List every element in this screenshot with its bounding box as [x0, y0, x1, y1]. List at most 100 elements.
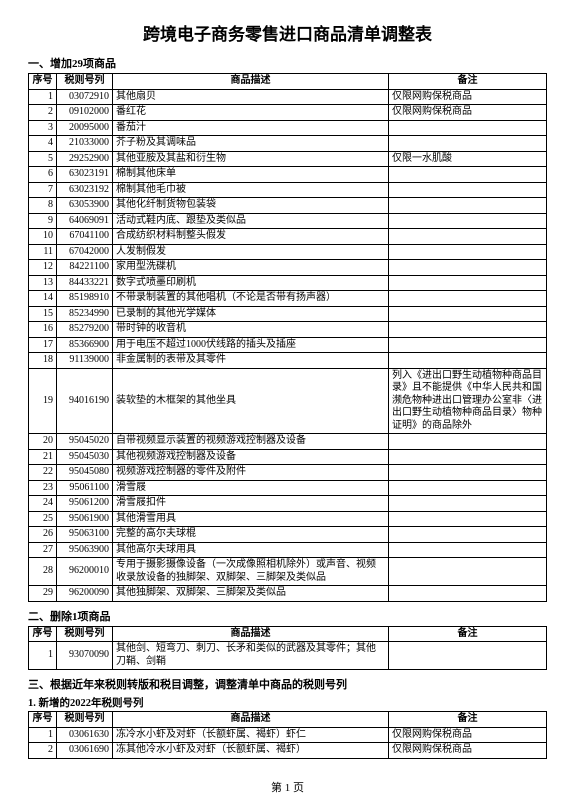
- table-row: 763023192棉制其他毛巾被: [29, 182, 547, 198]
- cell-desc: 带时钟的收音机: [113, 322, 389, 338]
- cell-note: [389, 244, 547, 260]
- table-row: 2095045020自带视频显示装置的视频游戏控制器及设备: [29, 434, 547, 450]
- section3-table: 序号 税则号列 商品描述 备注 103061630冻冷水小虾及对虾（长额虾属、褐…: [28, 711, 547, 759]
- cell-desc: 装软垫的木框架的其他坐具: [113, 368, 389, 434]
- cell-code: 95061900: [57, 511, 113, 527]
- cell-code: 84433221: [57, 275, 113, 291]
- cell-note: [389, 586, 547, 602]
- col-note-header: 备注: [389, 626, 547, 642]
- cell-note: [389, 182, 547, 198]
- cell-seq: 10: [29, 229, 57, 245]
- cell-code: 67041100: [57, 229, 113, 245]
- cell-seq: 25: [29, 511, 57, 527]
- cell-seq: 13: [29, 275, 57, 291]
- cell-code: 03061690: [57, 743, 113, 759]
- cell-desc: 其他化纤制货物包装袋: [113, 198, 389, 214]
- table-row: 2395061100滑雪屐: [29, 480, 547, 496]
- cell-code: 93070090: [57, 642, 113, 670]
- cell-note: [389, 213, 547, 229]
- table-row: 2295045080视频游戏控制器的零件及附件: [29, 465, 547, 481]
- cell-note: [389, 511, 547, 527]
- table-row: 2195045030其他视频游戏控制器及设备: [29, 449, 547, 465]
- cell-desc: 专用于摄影摄像设备（一次成像照相机除外）或声音、视频收录放设备的独脚架、双脚架、…: [113, 558, 389, 586]
- col-note-header: 备注: [389, 712, 547, 728]
- cell-desc: 番红花: [113, 105, 389, 121]
- cell-desc: 人发制假发: [113, 244, 389, 260]
- cell-desc: 冻其他冷水小虾及对虾（长额虾属、褐虾）: [113, 743, 389, 759]
- col-code-header: 税则号列: [57, 74, 113, 90]
- table-row: 1067041100合成纺织材料制整头假发: [29, 229, 547, 245]
- cell-code: 20095000: [57, 120, 113, 136]
- cell-seq: 9: [29, 213, 57, 229]
- table-row: 1585234990已录制的其他光学媒体: [29, 306, 547, 322]
- cell-note: [389, 496, 547, 512]
- cell-desc: 其他滑雪用具: [113, 511, 389, 527]
- cell-note: [389, 465, 547, 481]
- cell-code: 21033000: [57, 136, 113, 152]
- cell-code: 94016190: [57, 368, 113, 434]
- cell-desc: 家用型洗碟机: [113, 260, 389, 276]
- cell-seq: 22: [29, 465, 57, 481]
- cell-desc: 已录制的其他光学媒体: [113, 306, 389, 322]
- cell-desc: 冻冷水小虾及对虾（长额虾属、褐虾）虾仁: [113, 727, 389, 743]
- cell-desc: 自带视频显示装置的视频游戏控制器及设备: [113, 434, 389, 450]
- cell-code: 85366900: [57, 337, 113, 353]
- cell-code: 95045080: [57, 465, 113, 481]
- cell-desc: 其他扇贝: [113, 89, 389, 105]
- cell-seq: 3: [29, 120, 57, 136]
- table-row: 964069091活动式鞋内底、跟垫及类似品: [29, 213, 547, 229]
- col-seq-header: 序号: [29, 712, 57, 728]
- cell-note: [389, 260, 547, 276]
- table-row: 193070090其他剑、短弯刀、刺刀、长矛和类似的武器及其零件；其他刀鞘、剑鞘: [29, 642, 547, 670]
- cell-note: [389, 322, 547, 338]
- cell-seq: 12: [29, 260, 57, 276]
- section1-table: 序号 税则号列 商品描述 备注 103072910其他扇贝仅限网购保税商品209…: [28, 73, 547, 602]
- cell-seq: 29: [29, 586, 57, 602]
- table-row: 103061630冻冷水小虾及对虾（长额虾属、褐虾）虾仁仅限网购保税商品: [29, 727, 547, 743]
- cell-code: 29252900: [57, 151, 113, 167]
- cell-code: 09102000: [57, 105, 113, 121]
- cell-desc: 数字式喷墨印刷机: [113, 275, 389, 291]
- cell-code: 03061630: [57, 727, 113, 743]
- cell-note: [389, 558, 547, 586]
- cell-code: 95063100: [57, 527, 113, 543]
- cell-desc: 非金属制的表带及其零件: [113, 353, 389, 369]
- table-row: 103072910其他扇贝仅限网购保税商品: [29, 89, 547, 105]
- cell-seq: 15: [29, 306, 57, 322]
- cell-desc: 用于电压不超过1000伏线路的插头及插座: [113, 337, 389, 353]
- cell-desc: 活动式鞋内底、跟垫及类似品: [113, 213, 389, 229]
- table-row: 2495061200滑雪屐扣件: [29, 496, 547, 512]
- cell-note: [389, 306, 547, 322]
- cell-note: [389, 291, 547, 307]
- cell-seq: 6: [29, 167, 57, 183]
- cell-seq: 7: [29, 182, 57, 198]
- table-row: 1785366900用于电压不超过1000伏线路的插头及插座: [29, 337, 547, 353]
- cell-seq: 1: [29, 89, 57, 105]
- cell-seq: 23: [29, 480, 57, 496]
- cell-desc: 番茄汁: [113, 120, 389, 136]
- cell-code: 67042000: [57, 244, 113, 260]
- cell-desc: 其他视频游戏控制器及设备: [113, 449, 389, 465]
- cell-code: 84221100: [57, 260, 113, 276]
- cell-seq: 28: [29, 558, 57, 586]
- cell-seq: 20: [29, 434, 57, 450]
- cell-note: [389, 527, 547, 543]
- cell-note: [389, 275, 547, 291]
- cell-seq: 21: [29, 449, 57, 465]
- table-row: 2795063900其他高尔夫球用具: [29, 542, 547, 558]
- cell-code: 95061100: [57, 480, 113, 496]
- cell-note: [389, 229, 547, 245]
- cell-note: 仅限网购保税商品: [389, 743, 547, 759]
- cell-code: 63023192: [57, 182, 113, 198]
- cell-desc: 芥子粉及其调味品: [113, 136, 389, 152]
- table-row: 1485198910不带录制装置的其他唱机（不论是否带有扬声器）: [29, 291, 547, 307]
- cell-code: 85234990: [57, 306, 113, 322]
- cell-code: 95063900: [57, 542, 113, 558]
- cell-seq: 2: [29, 743, 57, 759]
- cell-note: [389, 337, 547, 353]
- table-row: 863053900其他化纤制货物包装袋: [29, 198, 547, 214]
- cell-seq: 18: [29, 353, 57, 369]
- cell-seq: 16: [29, 322, 57, 338]
- col-code-header: 税则号列: [57, 712, 113, 728]
- section1-title: 一、增加29项商品: [28, 55, 547, 71]
